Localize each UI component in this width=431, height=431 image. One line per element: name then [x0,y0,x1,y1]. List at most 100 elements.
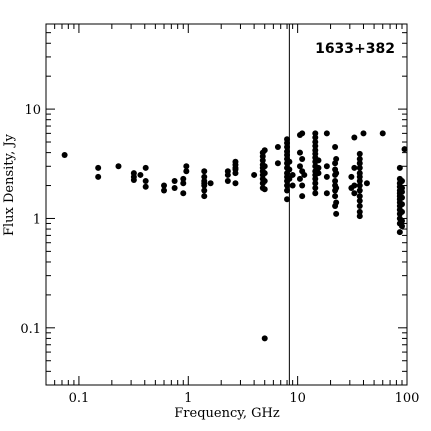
data-point [315,170,322,177]
data-point [296,175,303,182]
data-point [356,155,363,162]
chart-title: 1633+382 [315,41,395,57]
data-point [312,180,319,187]
data-point [312,130,319,137]
data-point [312,190,319,197]
data-point [356,150,363,157]
data-point [296,163,303,170]
data-point [299,155,306,162]
data-point [396,164,403,171]
data-point [356,164,363,171]
data-point [333,210,340,217]
data-point [356,202,363,209]
data-point [284,144,291,151]
data-point [201,173,208,180]
data-point [398,188,405,195]
data-point [323,190,330,197]
data-point [130,176,137,183]
major-ticks [46,24,408,385]
data-point [299,193,306,200]
data-point [171,184,178,191]
y-tick-label: 1 [33,212,41,227]
data-point [286,158,293,165]
x-tick-label: 1 [184,391,192,406]
data-point [360,130,367,137]
data-point [259,157,266,164]
data-point [180,180,187,187]
data-point [312,134,319,141]
y-tick-label: 10 [24,103,41,118]
minor-ticks [45,23,407,386]
data-point [161,182,168,189]
data-point [356,208,363,215]
data-point [207,180,214,187]
data-point [379,130,386,137]
data-point [356,187,363,194]
x-tick-label: 0.1 [69,391,90,406]
data-point [201,168,208,175]
data-point [61,152,68,159]
data-point [95,173,102,180]
data-point [356,197,363,204]
data-point [351,164,358,171]
data-point [398,223,405,230]
data-point [332,144,339,151]
data-point [398,178,405,185]
data-point [356,193,363,200]
data-point [171,178,178,185]
data-point [137,171,144,178]
data-point [312,184,319,191]
data-point [261,186,268,193]
data-point [351,190,358,197]
data-point [286,166,293,173]
data-point [284,182,291,189]
data-point [323,163,330,170]
data-point [284,196,291,203]
x-tick-label: 100 [395,391,420,406]
data-point [323,130,330,137]
data-point [363,180,370,187]
data-point [323,173,330,180]
x-tick-label: 10 [289,391,306,406]
data-point [232,170,239,177]
data-point [284,187,291,194]
tick-labels: 0.1 1 10 100 0.1 1 10 [20,103,419,406]
data-point [289,171,296,178]
data-point [356,178,363,185]
data-point [299,130,306,137]
data-point [261,163,268,170]
data-point [142,164,149,171]
data-point [296,149,303,156]
data-point [274,144,281,151]
data-point [398,201,405,208]
data-point [183,168,190,175]
data-point [356,182,363,189]
data-point [398,208,405,215]
data-point [95,164,102,171]
data-point [201,193,208,200]
data-point [332,193,339,200]
data-point [142,183,149,190]
data-point [299,182,306,189]
data-point [183,163,190,170]
data-point [161,187,168,194]
x-axis-label: Frequency, GHz [174,406,280,421]
data-point [261,335,268,342]
data-point [401,146,408,153]
data-point [224,178,231,185]
data-point [142,178,149,185]
data-point [251,171,258,178]
data-point [261,170,268,177]
data-point [274,160,281,167]
data-point [312,142,319,149]
data-point [115,163,122,170]
y-axis-label: Flux Density, Jy [2,133,17,236]
data-point [180,175,187,182]
data-point [333,184,340,191]
data-point [261,178,268,185]
plot-frame [45,23,408,386]
data-point [398,194,405,201]
data-point [315,164,322,171]
data-point [332,178,339,185]
